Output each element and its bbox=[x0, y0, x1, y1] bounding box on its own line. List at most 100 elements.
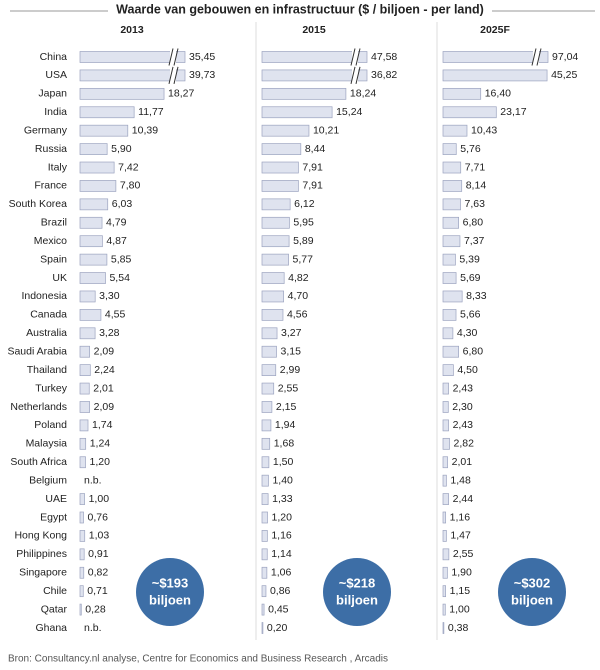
category-label: Germany bbox=[24, 124, 68, 136]
bar bbox=[79, 530, 86, 542]
bar bbox=[442, 309, 457, 321]
bar bbox=[79, 548, 85, 561]
value-label: 2,43 bbox=[453, 382, 474, 394]
category-label: Malaysia bbox=[26, 438, 68, 450]
panel-header: 2025F bbox=[480, 24, 510, 36]
bar bbox=[261, 180, 299, 192]
value-label: 8,44 bbox=[305, 143, 326, 155]
bar bbox=[442, 622, 445, 634]
value-label: 39,73 bbox=[189, 69, 215, 81]
bar bbox=[442, 419, 449, 432]
value-label: 97,04 bbox=[552, 51, 578, 63]
value-label: 4,82 bbox=[288, 272, 309, 284]
bar bbox=[442, 566, 448, 579]
value-label: 3,30 bbox=[99, 290, 120, 302]
bar bbox=[442, 530, 447, 542]
category-label: Mexico bbox=[34, 235, 67, 247]
bar bbox=[261, 548, 268, 561]
value-label: 5,89 bbox=[293, 235, 314, 247]
bar bbox=[79, 419, 89, 432]
axis-break bbox=[533, 48, 539, 66]
bar bbox=[261, 69, 368, 82]
value-label: 3,27 bbox=[281, 327, 302, 339]
value-label: 2,01 bbox=[452, 456, 473, 468]
value-label: 2,30 bbox=[452, 401, 473, 413]
total-annotation: ~$193 bbox=[152, 575, 189, 590]
bar bbox=[442, 585, 446, 598]
value-label: 2,09 bbox=[94, 346, 115, 358]
bar bbox=[442, 437, 450, 450]
bar bbox=[79, 511, 84, 524]
bar bbox=[79, 69, 186, 82]
bar bbox=[79, 180, 117, 192]
value-label: 7,37 bbox=[464, 235, 485, 247]
chart-title: Waarde van gebouwen en infrastructuur ($… bbox=[116, 2, 484, 16]
bar bbox=[442, 364, 454, 376]
value-label: 1,50 bbox=[273, 456, 294, 468]
value-label: 1,40 bbox=[272, 474, 293, 486]
bar bbox=[79, 364, 91, 376]
bar bbox=[442, 106, 497, 119]
axis-break bbox=[352, 66, 358, 84]
bar bbox=[442, 290, 463, 303]
bar bbox=[79, 161, 115, 174]
bar bbox=[79, 309, 102, 321]
bar bbox=[261, 364, 277, 376]
value-label: 2,09 bbox=[94, 401, 115, 413]
category-label: Thailand bbox=[27, 364, 67, 376]
value-label: 5,69 bbox=[460, 272, 481, 284]
value-label: 3,15 bbox=[280, 346, 301, 358]
value-label: 1,00 bbox=[89, 493, 110, 505]
axis-break bbox=[355, 48, 361, 66]
bar bbox=[442, 180, 463, 192]
bar bbox=[442, 235, 461, 248]
bar bbox=[261, 585, 267, 598]
bar bbox=[261, 161, 299, 174]
bar bbox=[442, 253, 456, 266]
bar bbox=[79, 456, 86, 469]
bar bbox=[261, 216, 290, 229]
total-badge bbox=[323, 558, 391, 626]
bar bbox=[442, 87, 482, 100]
value-label: 16,40 bbox=[485, 88, 511, 100]
value-label: 11,77 bbox=[138, 106, 164, 118]
value-label: 7,42 bbox=[118, 161, 139, 173]
bar bbox=[442, 456, 448, 469]
bar bbox=[442, 161, 462, 174]
category-label: Indonesia bbox=[21, 290, 67, 302]
bar bbox=[442, 603, 446, 616]
value-label: 1,15 bbox=[450, 585, 471, 597]
axis-break bbox=[531, 48, 537, 66]
bar bbox=[261, 401, 273, 413]
value-label: 2,99 bbox=[280, 364, 301, 376]
bar bbox=[79, 585, 84, 598]
category-label: Ghana bbox=[35, 622, 67, 634]
category-label: Saudi Arabia bbox=[7, 346, 67, 358]
bar bbox=[442, 216, 459, 229]
value-label: 18,24 bbox=[350, 88, 376, 100]
value-label: 1,20 bbox=[90, 456, 111, 468]
value-label: 1,74 bbox=[92, 419, 113, 431]
category-label: India bbox=[44, 106, 67, 118]
value-label: 5,66 bbox=[460, 309, 481, 321]
value-label: 4,79 bbox=[106, 217, 127, 229]
category-label: South Africa bbox=[10, 456, 67, 468]
bar bbox=[261, 143, 302, 155]
value-label: 4,55 bbox=[105, 309, 126, 321]
value-label: 8,14 bbox=[466, 180, 487, 192]
value-label: 23,17 bbox=[500, 106, 526, 118]
bar bbox=[79, 290, 96, 303]
bar bbox=[261, 474, 269, 487]
value-label: 8,33 bbox=[466, 290, 487, 302]
value-label: 7,91 bbox=[302, 161, 323, 173]
source: Bron: Consultancy.nl analyse, Centre for… bbox=[8, 654, 388, 665]
bar bbox=[79, 493, 85, 505]
value-label: 0,45 bbox=[268, 603, 289, 615]
value-label: 1,47 bbox=[450, 530, 471, 542]
panel-header: 2013 bbox=[120, 24, 144, 36]
bar bbox=[79, 87, 165, 100]
value-label: 4,70 bbox=[288, 290, 309, 302]
value-label: 0,91 bbox=[88, 548, 109, 560]
panel-header: 2015 bbox=[302, 24, 326, 36]
